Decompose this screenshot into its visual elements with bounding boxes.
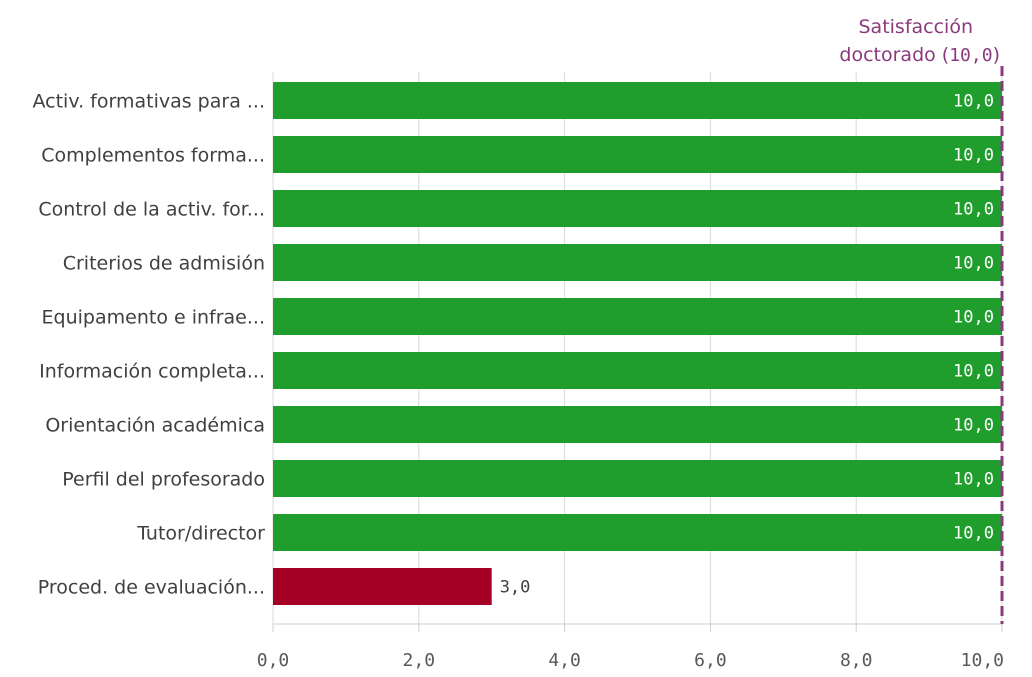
x-tick-label: 0,0	[257, 650, 290, 671]
x-axis-ticks: 0,0 2,0 4,0 6,0 8,0 10,0	[257, 624, 1004, 671]
value-label: 3,0	[500, 578, 531, 598]
value-label: 10,0	[953, 416, 994, 436]
category-label: Perfil del profesorado	[62, 469, 265, 491]
x-tick-label: 10,0	[961, 650, 1004, 671]
bar[interactable]	[273, 568, 492, 605]
reference-line-label-value: doctorado (10,0)	[839, 44, 1000, 66]
reference-line-group: Satisfacción doctorado (10,0)	[839, 16, 1004, 624]
x-tick-label: 8,0	[840, 650, 873, 671]
value-label: 10,0	[953, 308, 994, 328]
reference-line-label: Satisfacción	[858, 16, 973, 38]
value-labels: 10,0 10,0 10,0 10,0 10,0 10,0 10,0 10,0 10,0 3,0	[500, 92, 994, 598]
bar[interactable]	[273, 406, 1002, 443]
bars	[273, 82, 1002, 605]
x-tick-label: 6,0	[694, 650, 727, 671]
category-label: Activ. formativas para ...	[33, 91, 266, 113]
value-label: 10,0	[953, 524, 994, 544]
category-label: Complementos forma...	[41, 145, 265, 167]
bar[interactable]	[273, 136, 1002, 173]
bar[interactable]	[273, 82, 1002, 119]
reference-line-label-prefix: doctorado (	[839, 44, 949, 66]
value-label: 10,0	[953, 470, 994, 490]
category-label: Orientación académica	[45, 415, 265, 437]
category-label: Control de la activ. for...	[38, 199, 265, 221]
x-tick-label: 2,0	[403, 650, 436, 671]
category-label: Criterios de admisión	[63, 253, 265, 275]
bar[interactable]	[273, 460, 1002, 497]
value-label: 10,0	[953, 200, 994, 220]
bar[interactable]	[273, 190, 1002, 227]
bar[interactable]	[273, 298, 1002, 335]
bar[interactable]	[273, 352, 1002, 389]
value-label: 10,0	[953, 254, 994, 274]
value-label: 10,0	[953, 362, 994, 382]
category-label: Equipamento e infrae...	[42, 307, 265, 329]
category-label: Información completa...	[39, 361, 265, 383]
reference-line-label-suffix: )	[993, 44, 1000, 66]
reference-line-value: 10,0	[949, 45, 992, 66]
category-labels: Activ. formativas para ... Complementos f…	[33, 91, 266, 599]
value-label: 10,0	[953, 146, 994, 166]
category-label: Tutor/director	[136, 523, 265, 545]
category-label: Proced. de evaluación...	[38, 577, 265, 599]
bar[interactable]	[273, 514, 1002, 551]
value-label: 10,0	[953, 92, 994, 112]
x-tick-label: 4,0	[548, 650, 581, 671]
bar[interactable]	[273, 244, 1002, 281]
